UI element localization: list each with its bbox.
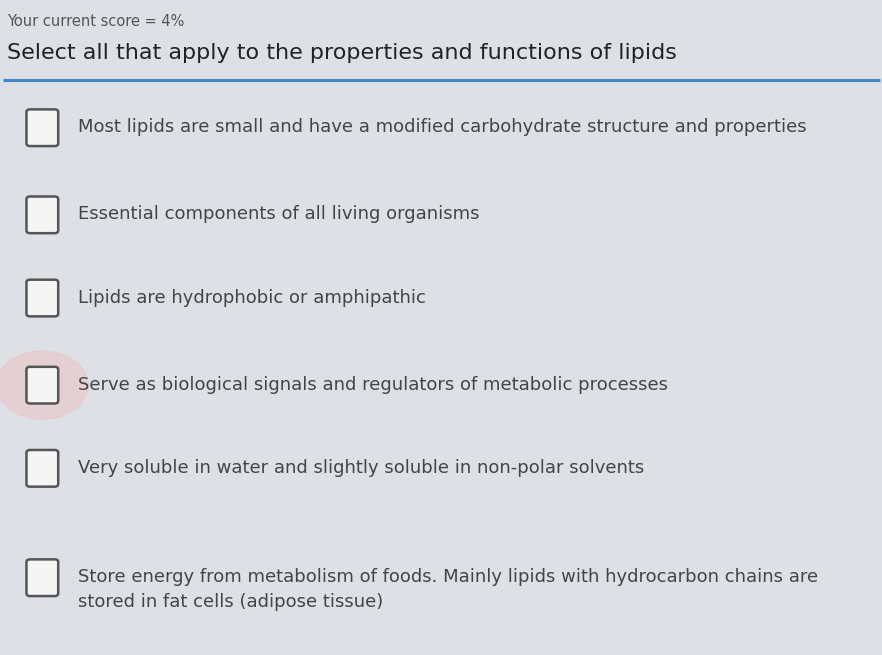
Text: Essential components of all living organisms: Essential components of all living organ… [78, 206, 479, 223]
Text: Your current score = 4%: Your current score = 4% [7, 14, 184, 29]
FancyBboxPatch shape [26, 559, 58, 596]
Text: Lipids are hydrophobic or amphipathic: Lipids are hydrophobic or amphipathic [78, 289, 425, 307]
FancyBboxPatch shape [26, 450, 58, 487]
Text: Select all that apply to the properties and functions of lipids: Select all that apply to the properties … [7, 43, 676, 63]
Circle shape [0, 351, 88, 419]
Text: Store energy from metabolism of foods. Mainly lipids with hydrocarbon chains are: Store energy from metabolism of foods. M… [78, 569, 818, 610]
Text: Very soluble in water and slightly soluble in non-polar solvents: Very soluble in water and slightly solub… [78, 459, 644, 477]
FancyBboxPatch shape [26, 109, 58, 146]
FancyBboxPatch shape [26, 367, 58, 403]
Text: Serve as biological signals and regulators of metabolic processes: Serve as biological signals and regulato… [78, 376, 668, 394]
Text: Most lipids are small and have a modified carbohydrate structure and properties: Most lipids are small and have a modifie… [78, 119, 806, 136]
FancyBboxPatch shape [26, 280, 58, 316]
FancyBboxPatch shape [26, 196, 58, 233]
